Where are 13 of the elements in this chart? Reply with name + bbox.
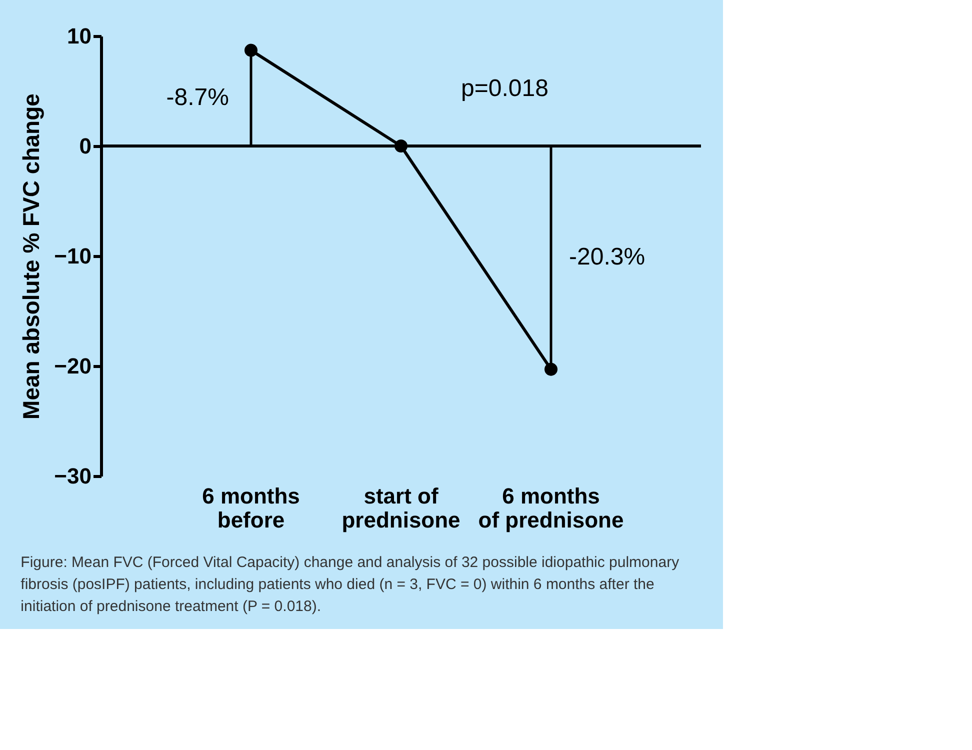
text: Figure: Mean FVC (Forced Vital Capacity) change and analysis of 32 possible idiopathic pulmonary fibrosis (posIPF) patients, including patients who died (n = 3, FVC = 0) within 6 months after the initiation of prednisone treatment (P = 0.018).: [20, 554, 680, 615]
y-tick-label: 0: [79, 134, 92, 158]
annotation: -8.7%: [166, 84, 229, 112]
annotation: p=0.018: [461, 74, 548, 102]
y-axis-title: Mean absolute % FVC change: [18, 94, 44, 420]
x-tick-label: 6 months before: [202, 484, 300, 532]
y-tick-label: −20: [54, 354, 92, 378]
y-tick-label: −30: [54, 464, 92, 488]
y-tick-label: 10: [67, 24, 92, 48]
x-tick-label: 6 months of prednisone: [478, 484, 624, 532]
annotation: -20.3%: [569, 244, 646, 271]
x-tick-label: start of prednisone: [342, 484, 460, 532]
y-tick-label: −10: [54, 244, 92, 268]
